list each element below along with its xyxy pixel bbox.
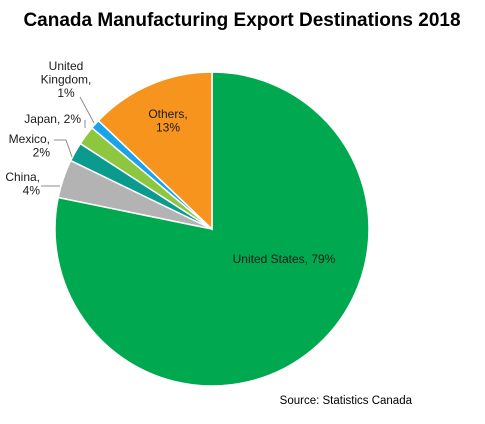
leader-line-united-kingdom: [79, 96, 95, 124]
slice-label-others: Others, 13%: [148, 107, 187, 135]
pie-slice-others: [97, 71, 213, 231]
pie-slice-united-states: [54, 71, 370, 387]
pie-slices: [54, 71, 370, 387]
chart-title: Canada Manufacturing Export Destinations…: [23, 10, 460, 31]
slice-labels: United States, 79% China, 4% Mexico, 2% Japan…: [5, 59, 335, 266]
leader-line-mexico: [54, 139, 73, 158]
label-leader-lines: [41, 96, 95, 187]
slice-label-united-states: United States, 79%: [233, 252, 336, 266]
slice-label-japan: Japan, 2%: [24, 112, 81, 126]
slice-label-mexico: Mexico, 2%: [9, 132, 51, 160]
slice-label-united-kingdom: United Kingdom, 1%: [41, 59, 92, 100]
slice-label-china: China, 4%: [5, 170, 40, 198]
source-note: Source: Statistics Canada: [280, 395, 413, 407]
